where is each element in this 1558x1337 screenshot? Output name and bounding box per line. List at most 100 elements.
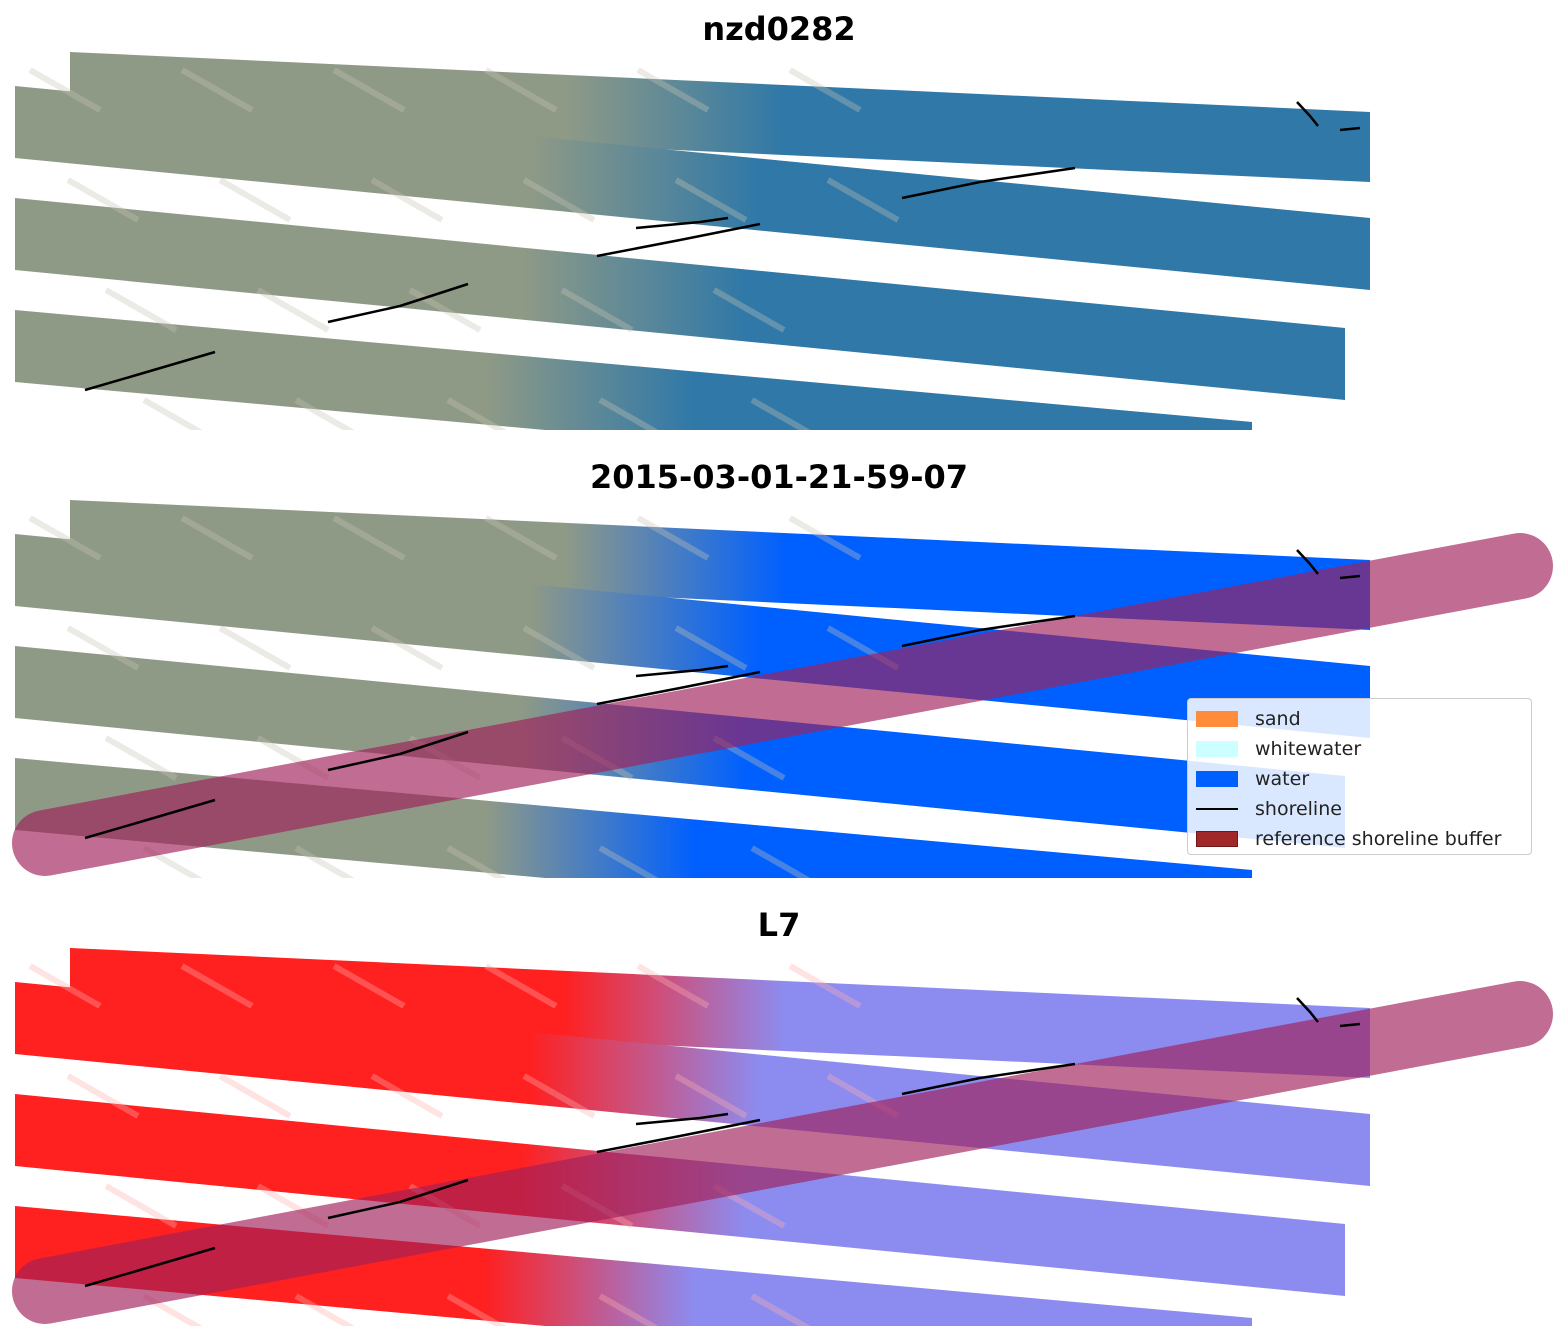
- terrain-texture: [750, 1293, 811, 1326]
- terrain-texture: [636, 963, 710, 1009]
- terrain-texture: [28, 67, 102, 113]
- legend-label: whitewater: [1255, 738, 1362, 760]
- legend-item-sand: sand: [1196, 704, 1531, 734]
- terrain-texture: [142, 397, 203, 430]
- terrain-texture: [712, 287, 786, 333]
- terrain-texture: [560, 287, 634, 333]
- terrain-texture: [66, 1073, 140, 1119]
- reference-shoreline-buffer: [12, 533, 1553, 876]
- shoreline: [84, 1246, 216, 1288]
- terrain-texture: [28, 963, 102, 1009]
- image-swath: [15, 310, 1252, 430]
- legend-item-whitewater: whitewater: [1196, 734, 1531, 764]
- terrain-texture: [598, 845, 659, 878]
- buffer-swatch: [1196, 831, 1238, 847]
- terrain-texture: [218, 177, 292, 223]
- legend-label: sand: [1255, 708, 1301, 730]
- reference-shoreline-buffer: [12, 981, 1553, 1324]
- legend-label: reference shoreline buffer: [1255, 828, 1502, 850]
- legend-item-buffer: reference shoreline buffer: [1196, 824, 1531, 854]
- shoreline-swatch: [1196, 808, 1238, 810]
- terrain-texture: [522, 625, 596, 671]
- shoreline: [84, 798, 216, 840]
- terrain-texture: [180, 963, 254, 1009]
- terrain-texture: [636, 67, 710, 113]
- classified-image-panel: [12, 500, 1553, 878]
- panel-title-rgb: nzd0282: [702, 10, 856, 48]
- legend: sand whitewater water shoreline referenc…: [1187, 698, 1532, 855]
- shoreline: [596, 222, 761, 258]
- panel-title-classified: 2015-03-01-21-59-07: [589, 458, 969, 496]
- terrain-texture: [446, 845, 507, 878]
- terrain-texture: [218, 625, 292, 671]
- image-swath: [15, 86, 1370, 290]
- terrain-texture: [104, 735, 178, 781]
- shoreline: [635, 1112, 729, 1126]
- legend-label: shoreline: [1255, 798, 1342, 820]
- shoreline: [596, 670, 761, 706]
- terrain-texture: [674, 1073, 748, 1119]
- terrain-texture: [522, 177, 596, 223]
- terrain-texture: [370, 625, 444, 671]
- terrain-texture: [788, 963, 862, 1009]
- terrain-texture: [332, 67, 406, 113]
- shoreline: [901, 1062, 1076, 1096]
- terrain-texture: [370, 1073, 444, 1119]
- shoreline: [1339, 126, 1361, 132]
- terrain-texture: [484, 515, 558, 561]
- shoreline: [1296, 997, 1319, 1023]
- terrain-texture: [788, 515, 862, 561]
- terrain-texture: [750, 397, 811, 430]
- image-swath: [70, 52, 1370, 182]
- legend-label: water: [1255, 768, 1310, 790]
- shoreline: [84, 350, 216, 392]
- terrain-texture: [522, 1073, 596, 1119]
- terrain-texture: [104, 1183, 178, 1229]
- terrain-texture: [446, 397, 507, 430]
- panel-title-index: L7: [757, 906, 801, 944]
- terrain-texture: [446, 1293, 507, 1326]
- shoreline: [327, 730, 469, 772]
- terrain-texture: [66, 177, 140, 223]
- terrain-texture: [294, 845, 355, 878]
- terrain-texture: [750, 845, 811, 878]
- terrain-texture: [826, 177, 900, 223]
- shoreline: [635, 664, 729, 678]
- terrain-texture: [294, 397, 355, 430]
- shoreline: [1296, 549, 1319, 575]
- image-swath: [70, 948, 1370, 1078]
- terrain-texture: [256, 287, 330, 333]
- terrain-texture: [28, 515, 102, 561]
- terrain-texture: [294, 1293, 355, 1326]
- terrain-texture: [66, 625, 140, 671]
- terrain-texture: [484, 67, 558, 113]
- shoreline: [1296, 101, 1319, 127]
- water-swatch: [1196, 771, 1238, 787]
- shoreline: [901, 614, 1076, 648]
- legend-item-water: water: [1196, 764, 1531, 794]
- whitewater-swatch: [1196, 741, 1238, 757]
- shoreline: [1339, 1022, 1361, 1028]
- shoreline: [635, 216, 729, 230]
- terrain-texture: [598, 397, 659, 430]
- terrain-texture: [180, 67, 254, 113]
- terrain-texture: [332, 963, 406, 1009]
- terrain-texture: [674, 177, 748, 223]
- terrain-texture: [674, 625, 748, 671]
- terrain-texture: [332, 515, 406, 561]
- terrain-texture: [180, 515, 254, 561]
- rgb-image-panel: [15, 52, 1370, 430]
- image-swath: [15, 198, 1345, 400]
- legend-item-shoreline: shoreline: [1196, 794, 1531, 824]
- shoreline: [327, 1178, 469, 1220]
- terrain-texture: [104, 287, 178, 333]
- shoreline: [596, 1118, 761, 1154]
- terrain-texture: [218, 1073, 292, 1119]
- image-swath: [70, 500, 1370, 630]
- terrain-texture: [370, 177, 444, 223]
- terrain-texture: [408, 287, 482, 333]
- terrain-texture: [636, 515, 710, 561]
- shoreline: [327, 282, 469, 324]
- terrain-texture: [788, 67, 862, 113]
- sand-swatch: [1196, 711, 1238, 727]
